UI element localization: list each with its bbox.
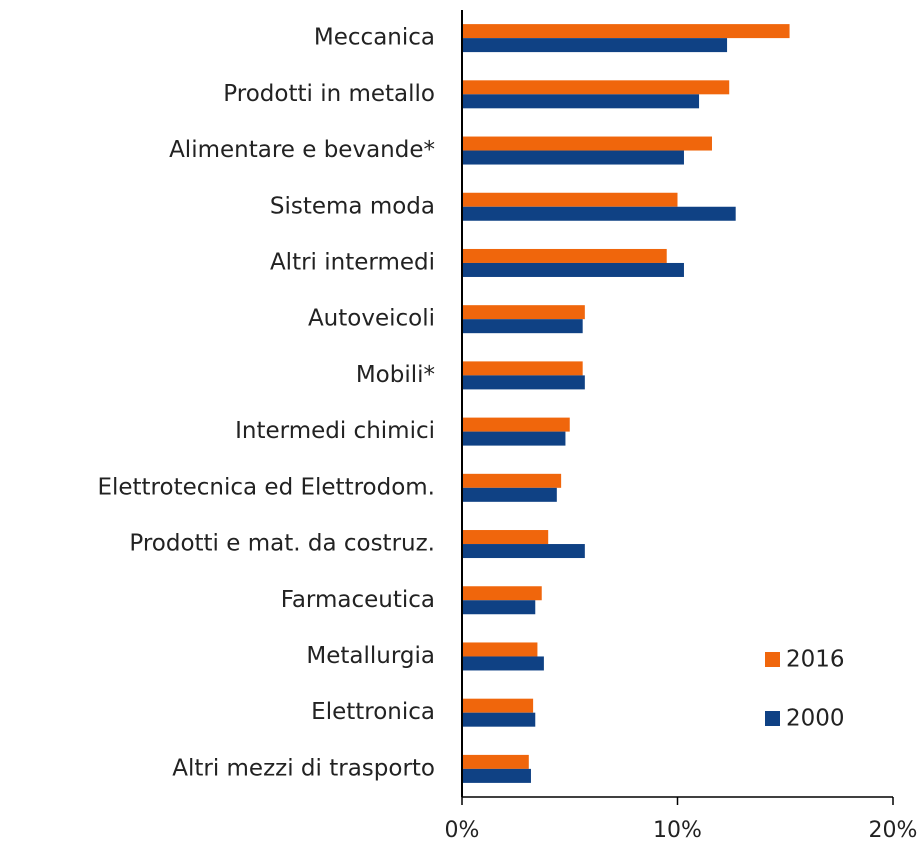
category-label: Altri mezzi di trasporto — [172, 755, 435, 781]
bar — [462, 80, 730, 95]
bar — [462, 586, 542, 601]
bar — [462, 136, 712, 151]
bar — [462, 530, 549, 545]
bar — [462, 248, 667, 263]
category-label: Autoveicoli — [308, 306, 435, 332]
bar — [462, 600, 536, 615]
bar — [462, 642, 538, 657]
category-label: Alimentare e bevande* — [169, 137, 435, 163]
bar — [462, 656, 544, 671]
category-label: Mobili* — [356, 362, 435, 388]
category-label: Prodotti e mat. da costruz. — [129, 531, 435, 557]
bar — [462, 94, 700, 109]
bar — [462, 768, 531, 783]
legend-swatch — [765, 711, 780, 726]
bar — [462, 712, 536, 727]
x-tick-label: 20% — [869, 818, 918, 843]
bar — [462, 487, 557, 502]
bar — [462, 262, 684, 277]
category-label: Sistema moda — [270, 193, 435, 219]
bar — [462, 473, 562, 488]
bar — [462, 417, 570, 432]
category-label: Elettrotecnica ed Elettrodom. — [97, 474, 435, 500]
category-label: Meccanica — [314, 25, 435, 51]
bar — [462, 375, 585, 390]
bar — [462, 206, 736, 221]
category-label: Altri intermedi — [270, 249, 435, 275]
bar — [462, 698, 534, 713]
category-label: Farmaceutica — [281, 587, 435, 613]
bar — [462, 38, 728, 53]
bar — [462, 24, 790, 39]
bar — [462, 361, 583, 376]
bar — [462, 431, 566, 446]
legend-swatch — [765, 652, 780, 667]
legend-label: 2016 — [786, 647, 845, 673]
x-tick-label: 0% — [445, 818, 480, 843]
bar — [462, 305, 585, 320]
x-tick-label: 10% — [653, 818, 702, 843]
bar — [462, 754, 529, 769]
bar — [462, 192, 678, 207]
category-label: Elettronica — [311, 699, 435, 725]
category-label: Prodotti in metallo — [223, 81, 435, 107]
bar — [462, 544, 585, 559]
bar — [462, 319, 583, 334]
category-label: Metallurgia — [306, 643, 435, 669]
bar — [462, 150, 684, 165]
category-label: Intermedi chimici — [235, 418, 435, 444]
legend-label: 2000 — [786, 706, 845, 732]
